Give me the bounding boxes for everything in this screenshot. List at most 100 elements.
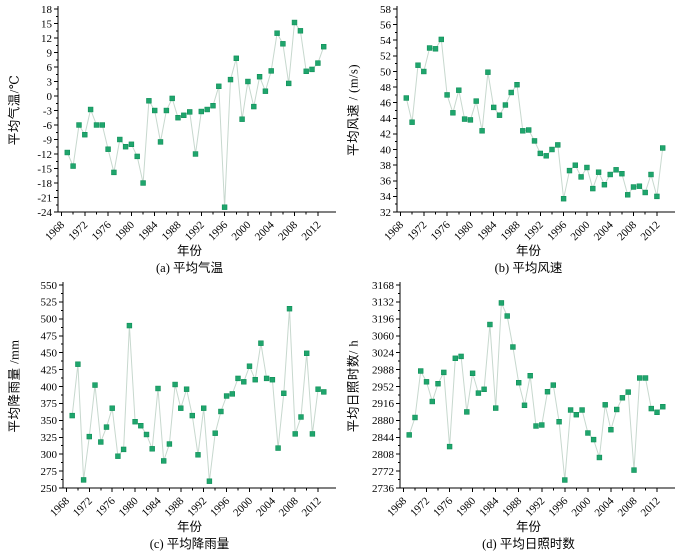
data-point: [412, 414, 418, 421]
data-point: [537, 150, 543, 157]
y-tick-label: 46: [380, 97, 392, 109]
data-point: [526, 127, 532, 133]
data-point: [660, 404, 666, 410]
chart-a-plot: 18 15 12 9 6 3 0 -3 -6 -9 -12 -15 -18 -21 -24 1968 1972 1…: [0, 0, 339, 276]
data-point: [117, 136, 123, 143]
data-point: [315, 386, 321, 392]
chart-caption-b: (b) 平均风速: [494, 261, 563, 275]
data-point: [590, 436, 597, 443]
data-point: [109, 405, 115, 411]
y-tick-label: 2916: [372, 398, 395, 410]
chart-panel-d: 3168 3132 3196 3060 3024 2988 2952 2916 2880 2844…: [339, 276, 678, 552]
data-point: [64, 149, 71, 156]
y-tick-label: 550: [41, 280, 58, 292]
data-point: [584, 164, 590, 171]
y-tick-label: -6: [43, 120, 53, 132]
y-axis-title-b: 平均风速 / (m/s): [346, 63, 361, 157]
data-point: [115, 453, 121, 459]
data-point: [204, 106, 210, 113]
data-point: [642, 375, 649, 381]
data-point: [496, 112, 503, 118]
y-tick-label: 275: [41, 466, 58, 478]
data-point: [201, 405, 207, 411]
data-point: [516, 380, 522, 386]
data-point: [630, 184, 637, 190]
data-point: [479, 128, 485, 134]
data-point: [485, 69, 491, 75]
data-point: [140, 180, 146, 186]
data-point: [309, 431, 316, 437]
data-point: [521, 402, 528, 409]
data-point: [126, 322, 133, 329]
chart-panel-a: 18 15 12 9 6 3 0 -3 -6 -9 -12 -15 -18 -21 -24 1968 1972 1…: [0, 0, 339, 276]
data-point: [619, 395, 626, 401]
data-point: [659, 145, 666, 151]
data-point: [469, 370, 476, 377]
data-point: [152, 107, 158, 114]
y-tick-label: 36: [380, 176, 392, 188]
data-point: [181, 112, 187, 119]
data-point: [212, 430, 218, 436]
y-tick-label: 425: [41, 364, 58, 376]
y-tick-label: 375: [41, 398, 58, 410]
data-point: [187, 109, 193, 115]
data-point: [161, 458, 167, 464]
data-point: [567, 407, 574, 413]
data-point: [435, 381, 441, 387]
data-point: [206, 478, 213, 484]
series-line: [66, 21, 325, 208]
data-point: [514, 82, 520, 88]
data-point: [223, 393, 230, 399]
data-point: [527, 373, 533, 379]
data-point: [452, 355, 459, 362]
y-tick-label: 3196: [372, 314, 395, 326]
data-point: [233, 55, 239, 62]
data-point: [315, 60, 321, 66]
data-point: [281, 390, 287, 397]
data-point: [531, 138, 538, 144]
data-point: [280, 41, 286, 47]
y-tick-label: 12: [41, 33, 52, 45]
data-point: [268, 68, 274, 74]
data-point: [502, 102, 509, 108]
data-point: [539, 422, 545, 428]
data-point: [98, 439, 104, 445]
data-point: [216, 83, 222, 90]
data-point: [421, 68, 427, 75]
data-point: [475, 390, 482, 396]
data-point: [544, 389, 551, 395]
data-point: [585, 430, 591, 436]
y-tick-label: -18: [37, 178, 52, 190]
data-point: [76, 122, 82, 128]
data-point: [464, 409, 470, 415]
y-tick-label: 2952: [372, 381, 394, 393]
y-axis-title-d: 平均日照时数/ h: [346, 339, 361, 433]
y-tick-label: 475: [41, 331, 58, 343]
data-point: [446, 443, 453, 450]
y-tick-label: 15: [41, 18, 53, 30]
data-point: [166, 441, 173, 447]
chart-caption-a: (a) 平均气温: [156, 261, 223, 275]
y-tick-label: 350: [41, 415, 58, 427]
data-point: [520, 128, 526, 134]
chart-caption-d: (d) 平均日照时数: [482, 537, 575, 551]
data-point: [210, 103, 216, 109]
data-point: [87, 106, 94, 113]
x-axis-title-c: 年份: [176, 520, 202, 534]
data-point: [75, 361, 81, 367]
data-point: [654, 409, 660, 415]
data-point: [596, 454, 603, 461]
data-point: [192, 151, 199, 157]
data-point: [157, 139, 164, 145]
y-tick-label: 18: [41, 4, 53, 16]
data-point: [298, 414, 304, 420]
y-tick-label: 450: [41, 347, 58, 359]
y-tick-label: -24: [37, 207, 52, 219]
data-point: [510, 344, 516, 350]
data-point: [175, 115, 181, 121]
data-point: [221, 204, 228, 210]
y-tick-label: 56: [380, 19, 392, 31]
data-point: [406, 432, 412, 438]
data-point: [403, 95, 410, 101]
